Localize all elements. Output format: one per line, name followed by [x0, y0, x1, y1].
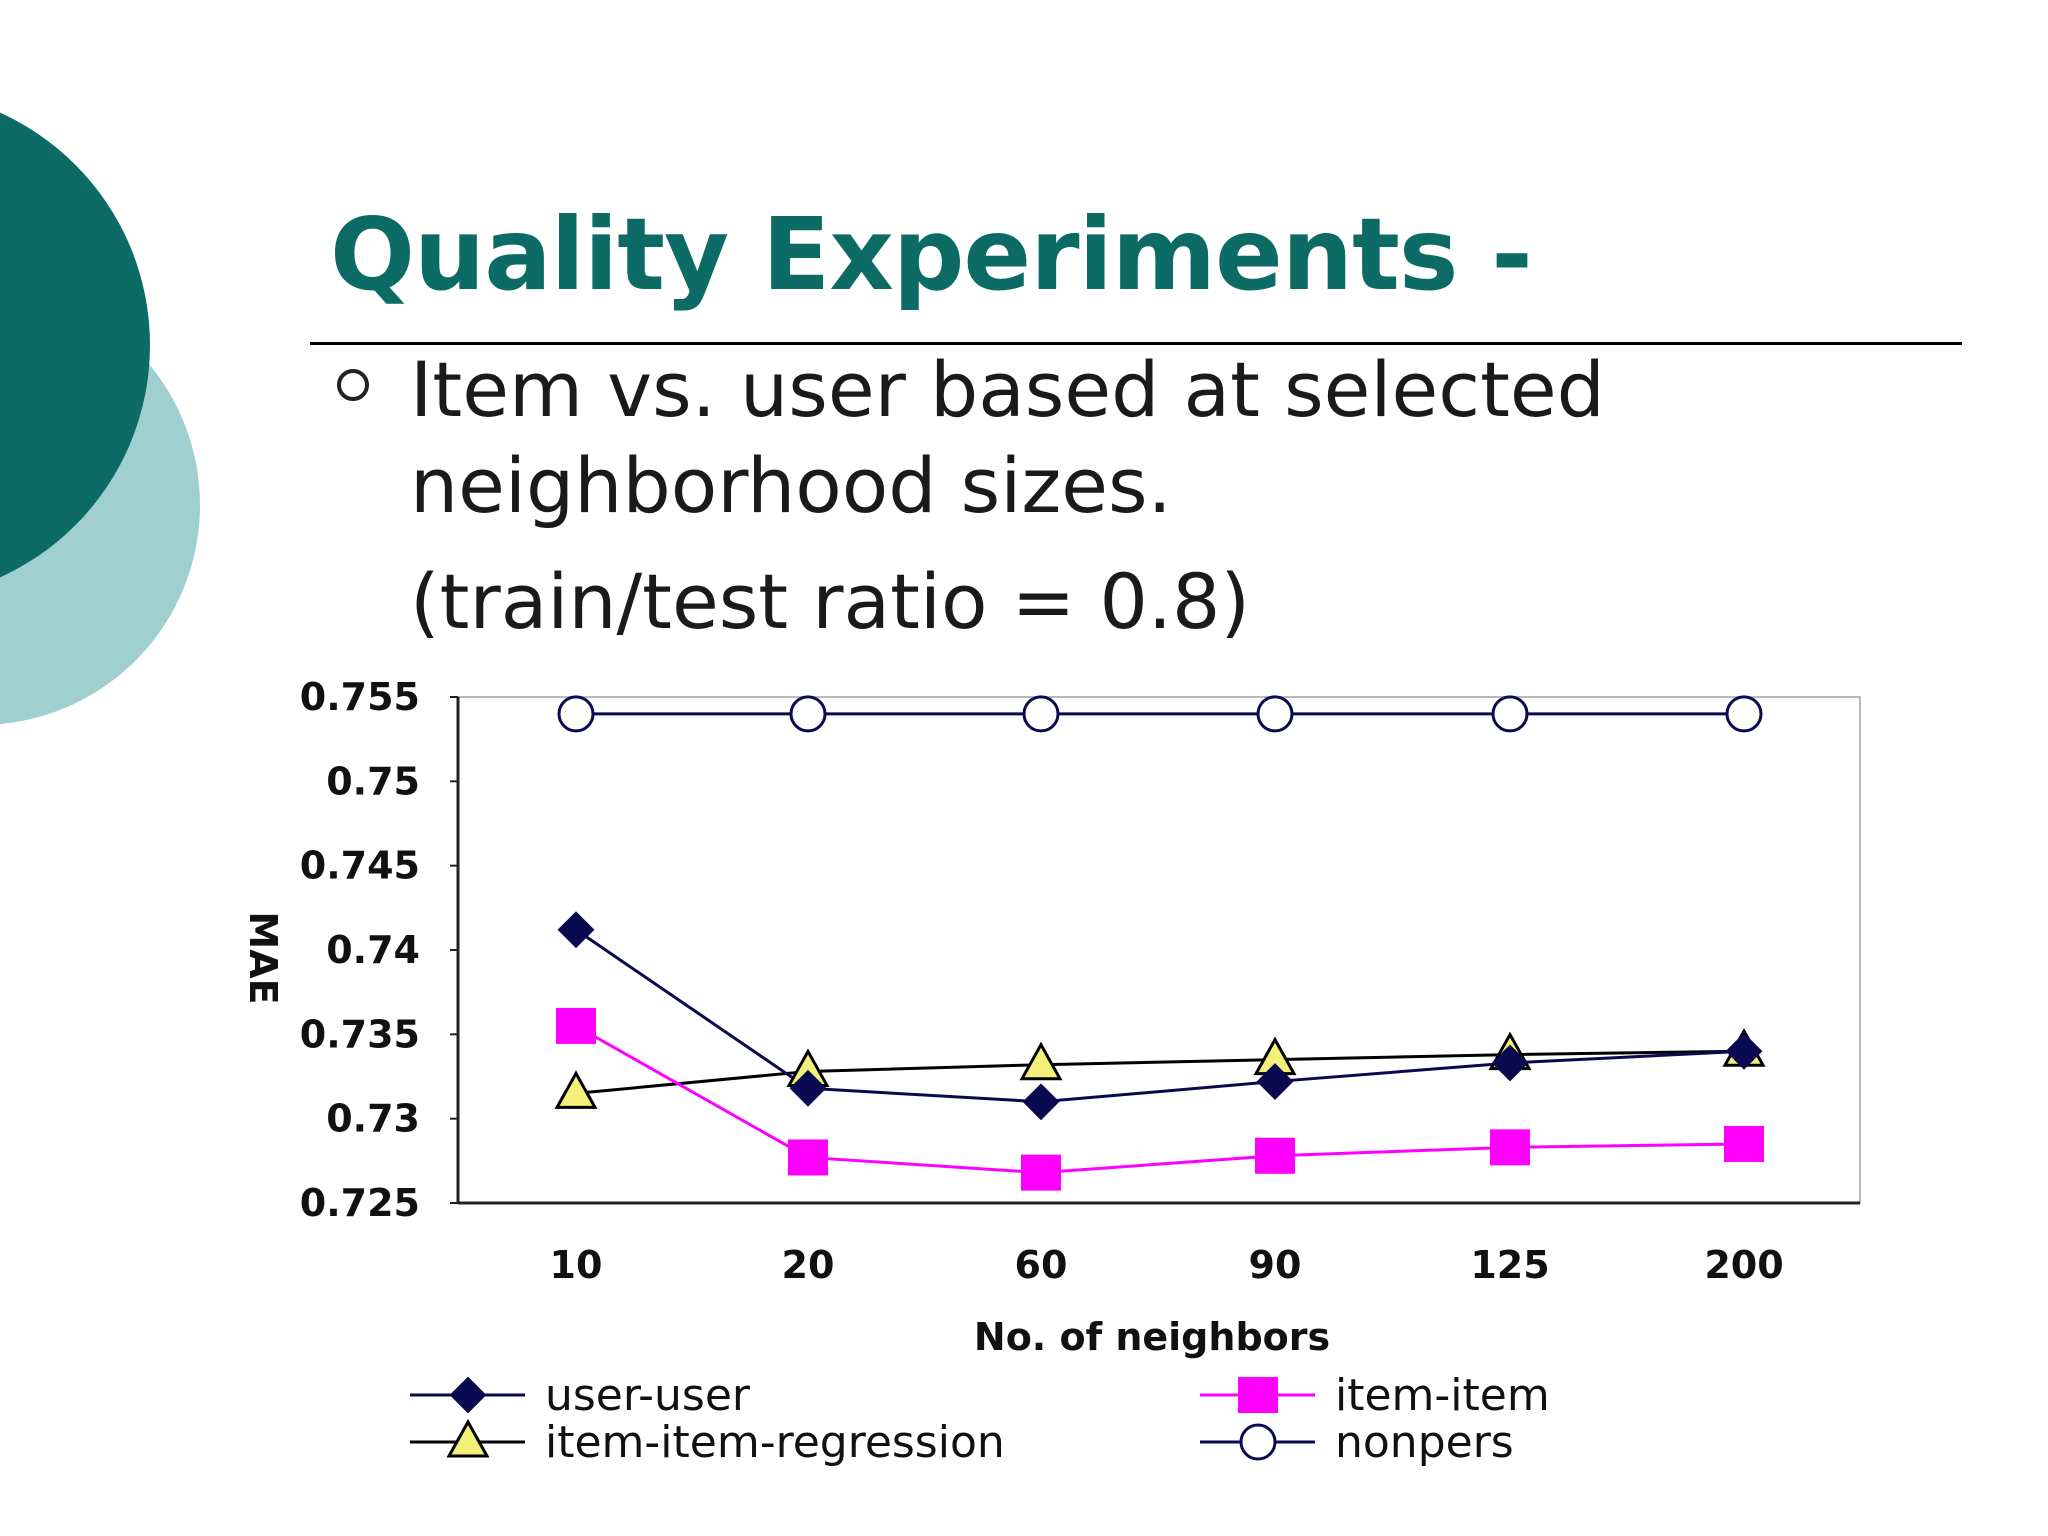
- series-line-item-item-regression: [575, 1049, 1745, 1095]
- x-tick-label: 20: [782, 1243, 835, 1287]
- point-nonpers: [1256, 695, 1294, 733]
- ratio-note: (train/test ratio = 0.8): [410, 557, 1251, 646]
- x-tick-label: 10: [550, 1243, 603, 1287]
- legend-marker-item-item-regression: [446, 1418, 490, 1458]
- deco-circle-dark: [0, 112, 150, 578]
- decorative-circles: [0, 112, 200, 725]
- plot-frame: [457, 696, 1861, 1204]
- point-nonpers: [1725, 695, 1763, 733]
- legend-label-item-item: item-item: [1335, 1370, 1550, 1421]
- series-line-item-item: [575, 1024, 1745, 1175]
- x-tick-label: 200: [1704, 1243, 1783, 1287]
- bullet-circle-icon: [337, 369, 369, 401]
- point-user-user: [1491, 1044, 1529, 1082]
- point-user-user: [1022, 1083, 1060, 1121]
- bullet-text-line1: Item vs. user based at selected: [410, 345, 1605, 434]
- y-tick-label: 0.735: [300, 1012, 420, 1056]
- legend-label-user-user: user-user: [545, 1370, 751, 1421]
- title-divider: [310, 342, 1962, 345]
- point-user-user: [1725, 1032, 1763, 1070]
- point-item-item: [1724, 1125, 1764, 1162]
- y-tick-label: 0.755: [300, 675, 420, 719]
- point-item-item: [1255, 1137, 1295, 1174]
- point-item-item: [1021, 1154, 1061, 1191]
- x-tick-label: 125: [1470, 1243, 1549, 1287]
- point-user-user: [557, 911, 595, 949]
- point-nonpers: [1491, 695, 1529, 733]
- legend-label-nonpers: nonpers: [1335, 1417, 1514, 1468]
- point-user-user: [789, 1069, 827, 1107]
- y-tick-label: 0.73: [326, 1097, 420, 1141]
- x-axis-label: No. of neighbors: [974, 1315, 1330, 1359]
- point-nonpers: [1022, 695, 1060, 733]
- y-axis-label: MAE: [241, 911, 285, 1004]
- point-item-item: [1490, 1129, 1530, 1166]
- y-tick-label: 0.725: [300, 1181, 420, 1225]
- point-item-item: [788, 1139, 828, 1176]
- y-tick-label: 0.74: [326, 928, 420, 972]
- x-tick-label: 90: [1249, 1243, 1302, 1287]
- y-tick-label: 0.75: [326, 759, 420, 803]
- point-item-item: [556, 1007, 596, 1044]
- point-item-item-regression: [554, 1070, 598, 1109]
- slide-title: Quality Experiments -: [330, 196, 1533, 313]
- x-tick-label: 60: [1015, 1243, 1068, 1287]
- point-item-item-regression: [1019, 1041, 1063, 1081]
- legend-label-item-item-regression: item-item-regression: [545, 1417, 1005, 1468]
- point-user-user: [1256, 1063, 1294, 1100]
- series-line-user-user: [575, 928, 1745, 1104]
- legend-marker-nonpers: [1239, 1423, 1277, 1461]
- bullet-text-line2: neighborhood sizes.: [410, 441, 1172, 530]
- legend-marker-item-item: [1238, 1377, 1278, 1413]
- point-nonpers: [557, 695, 595, 733]
- legend-marker-user-user: [449, 1376, 487, 1414]
- point-nonpers: [789, 695, 827, 733]
- y-tick-label: 0.745: [300, 844, 420, 888]
